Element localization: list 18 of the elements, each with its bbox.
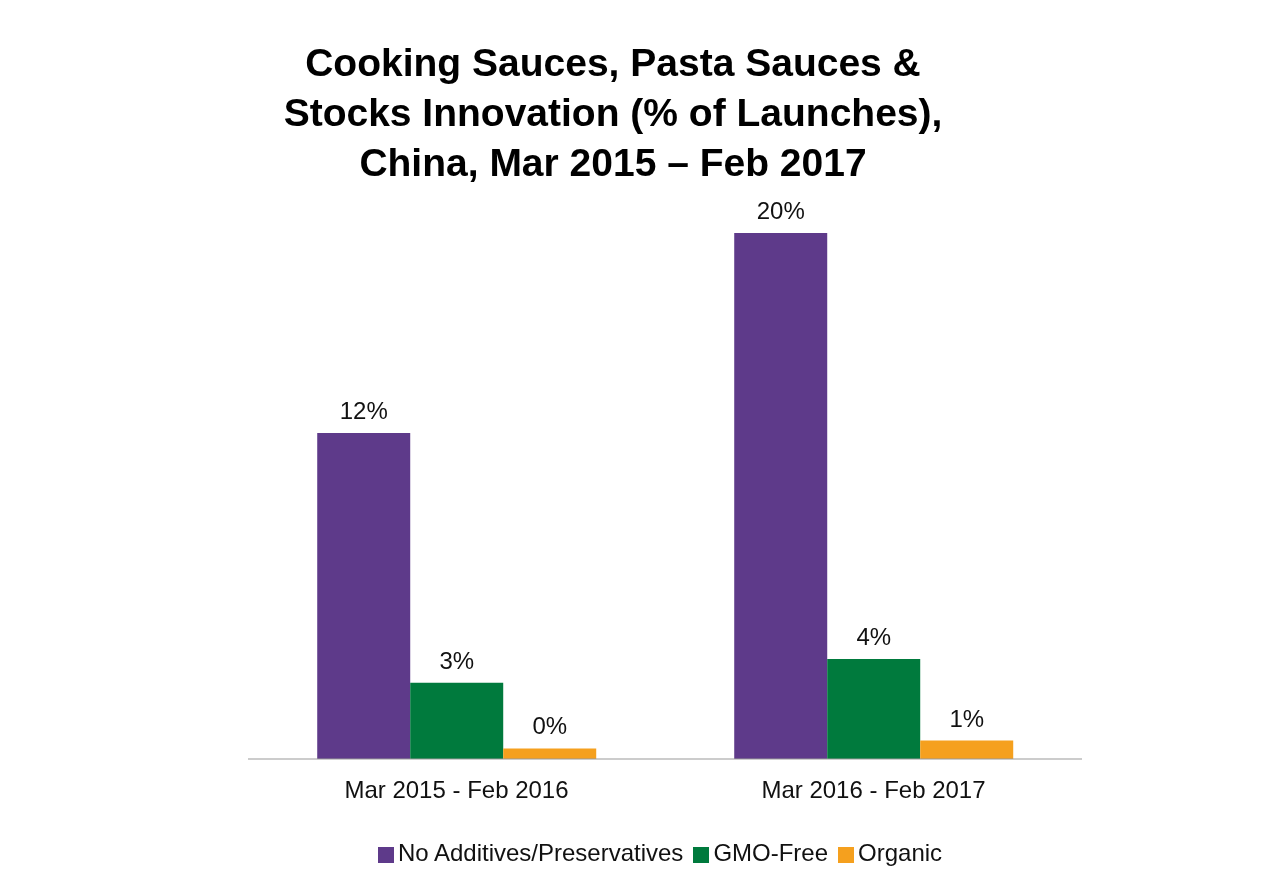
bar xyxy=(734,233,828,759)
bar xyxy=(410,682,504,759)
x-tick-label: Mar 2015 - Feb 2016 xyxy=(344,776,569,804)
bar xyxy=(920,740,1014,759)
data-label: 20% xyxy=(756,197,805,224)
bar xyxy=(503,748,597,759)
bar xyxy=(827,659,921,759)
data-label: 3% xyxy=(439,646,475,674)
x-tick-label: Mar 2016 - Feb 2017 xyxy=(761,776,986,804)
data-label: 1% xyxy=(949,704,985,732)
data-label: 4% xyxy=(856,623,892,651)
chart-title: Cooking Sauces, Pasta Sauces & Stocks Innovation (% of Launches), China, Mar 2015 – Feb 2017 xyxy=(282,40,944,186)
bar xyxy=(317,432,411,759)
legend-label: GMO-Free xyxy=(713,839,829,866)
legend-label: No Additives/Preservatives xyxy=(397,839,684,866)
data-label: 12% xyxy=(339,396,388,424)
data-label: 0% xyxy=(532,712,568,740)
legend-label: Organic xyxy=(858,839,943,866)
